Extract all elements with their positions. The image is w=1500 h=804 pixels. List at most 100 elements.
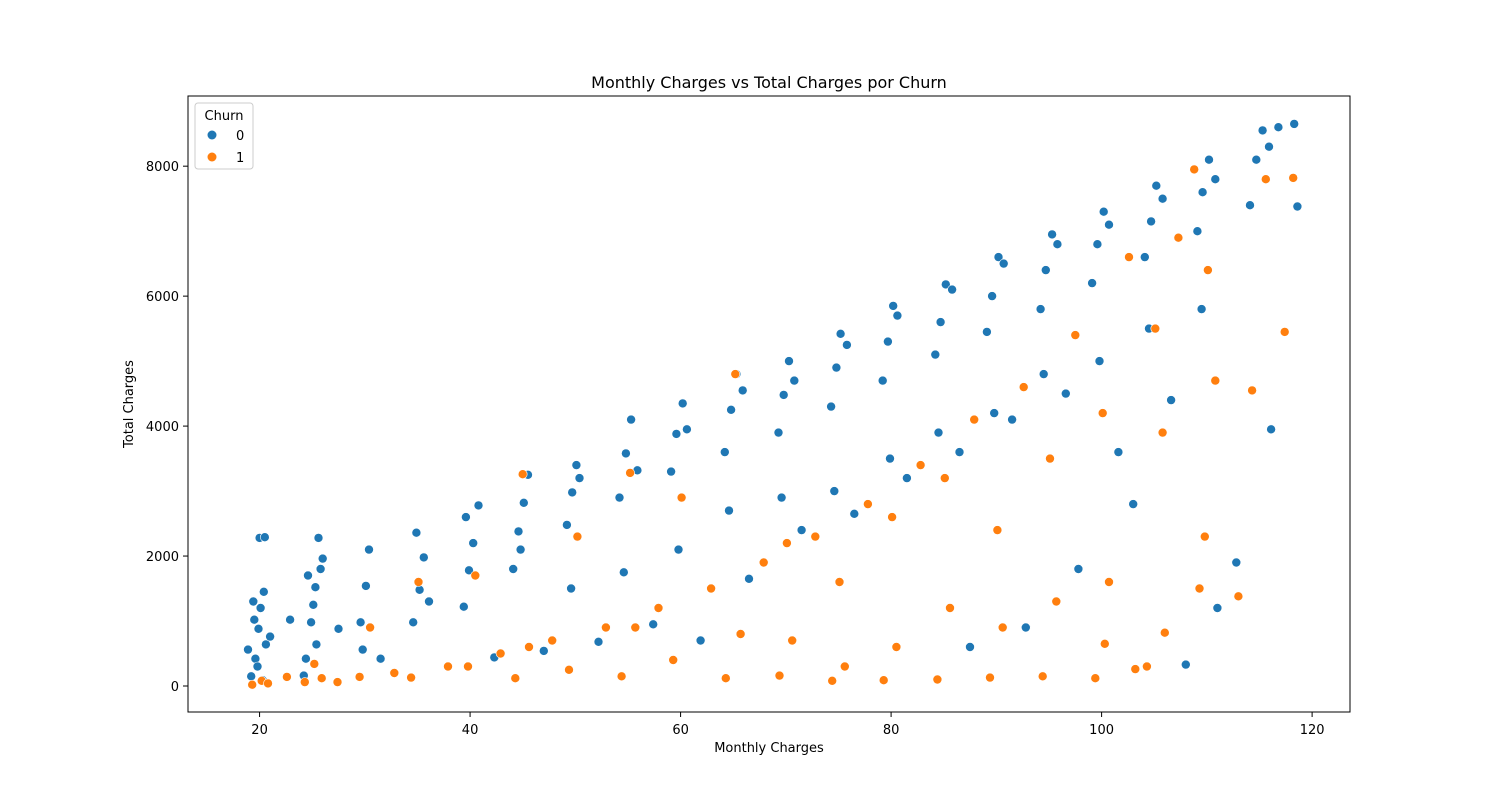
legend-marker-1 <box>207 152 217 162</box>
scatter-point-series-0-73 <box>877 375 888 386</box>
scatter-point-series-0-64 <box>778 390 789 400</box>
scatter-point-series-1-61 <box>1018 382 1029 392</box>
scatter-point-series-0-103 <box>1192 226 1203 236</box>
scatter-point-series-0-85 <box>993 252 1004 262</box>
scatter-point-series-0-133 <box>1061 388 1071 399</box>
scatter-point-series-0-109 <box>1251 154 1262 165</box>
scatter-point-series-0-14 <box>301 653 311 664</box>
scatter-point-series-0-95 <box>1098 206 1109 217</box>
legend: Churn 0 1 <box>194 102 254 170</box>
scatter-point-series-1-74 <box>332 677 343 687</box>
x-tick-label-5: 120 <box>1300 723 1325 738</box>
scatter-point-series-0-57 <box>673 544 684 555</box>
scatter-point-series-0-77 <box>885 453 895 464</box>
scatter-point-series-0-54 <box>671 429 682 439</box>
scatter-point-series-0-69 <box>831 362 842 373</box>
scatter-point-series-1-63 <box>915 460 926 470</box>
scatter-point-series-0-9 <box>248 596 259 607</box>
scatter-point-series-0-23 <box>311 639 322 650</box>
scatter-point-series-1-29 <box>834 577 845 587</box>
scatter-point-series-0-49 <box>621 448 631 459</box>
scatter-point-series-0-115 <box>1266 424 1276 435</box>
scatter-point-series-1-6 <box>354 672 365 682</box>
scatter-point-series-1-77 <box>1130 664 1141 674</box>
scatter-point-series-0-5 <box>249 614 260 625</box>
scatter-point-series-1-14 <box>524 642 534 652</box>
scatter-point-series-1-45 <box>1104 577 1114 587</box>
scatter-point-series-1-33 <box>891 642 902 652</box>
scatter-point-series-0-66 <box>789 375 800 386</box>
y-tick-label-0: 0 <box>171 680 179 695</box>
scatter-point-series-0-53 <box>666 466 676 477</box>
scatter-point-series-0-100 <box>1151 180 1162 191</box>
scatter-point-series-1-28 <box>827 675 838 686</box>
scatter-point-series-1-71 <box>495 648 506 659</box>
scatter-point-series-0-25 <box>361 581 371 591</box>
scatter-point-series-1-9 <box>413 577 424 587</box>
scatter-point-series-0-76 <box>892 310 903 321</box>
x-axis-ticks: 20 40 60 80 100 120 <box>251 712 1325 738</box>
scatter-point-series-0-79 <box>935 317 946 327</box>
x-tick-label-2: 60 <box>672 723 689 738</box>
scatter-point-series-0-63 <box>773 427 784 438</box>
scatter-point-series-0-61 <box>737 385 748 396</box>
scatter-point-series-1-66 <box>758 557 769 568</box>
scatter-point-series-1-5 <box>316 673 327 684</box>
scatter-point-series-0-21 <box>317 553 328 564</box>
x-tick-label-4: 100 <box>1089 723 1114 738</box>
scatter-point-series-0-71 <box>842 340 852 350</box>
scatter-point-series-1-62 <box>969 414 980 425</box>
scatter-point-series-0-139 <box>965 642 975 652</box>
scatter-point-series-0-94 <box>1092 239 1103 249</box>
scatter-point-series-0-84 <box>987 291 997 301</box>
scatter-point-series-1-50 <box>1203 265 1213 275</box>
scatter-point-series-0-34 <box>464 565 474 576</box>
scatter-point-series-1-55 <box>1279 327 1290 337</box>
scatter-point-series-0-89 <box>1041 265 1051 275</box>
scatter-point-series-0-134 <box>1113 447 1124 457</box>
scatter-point-series-0-107 <box>1196 304 1207 314</box>
scatter-point-series-0-44 <box>567 487 578 498</box>
scatter-point-series-1-69 <box>601 622 611 633</box>
y-axis-ticks: 0 2000 4000 6000 8000 <box>146 160 188 695</box>
scatter-point-series-0-36 <box>473 500 484 511</box>
scatter-point-series-0-96 <box>1104 219 1114 230</box>
scatter-point-series-1-48 <box>1157 427 1168 438</box>
scatter-point-series-1-32 <box>887 512 897 522</box>
scatter-point-series-0-68 <box>826 401 836 412</box>
scatter-point-series-1-26 <box>782 538 792 548</box>
scatter-point-series-0-7 <box>252 661 263 672</box>
legend-label-1: 1 <box>236 151 244 166</box>
scatter-point-series-0-111 <box>1264 141 1274 152</box>
scatter-point-series-1-72 <box>443 661 453 672</box>
scatter-point-series-1-20 <box>668 655 679 665</box>
scatter-point-series-0-108 <box>1245 200 1255 210</box>
scatter-point-series-0-30 <box>418 552 429 563</box>
y-tick-label-4: 8000 <box>146 160 179 175</box>
scatter-point-series-0-33 <box>458 601 469 612</box>
scatter-point-series-0-119 <box>695 635 706 646</box>
scatter-point-series-0-117 <box>1181 659 1191 670</box>
scatter-point-series-1-47 <box>1150 323 1161 334</box>
scatter-point-series-0-18 <box>303 570 313 581</box>
points-layer <box>243 119 1303 690</box>
scatter-point-series-0-19 <box>308 599 319 610</box>
scatter-point-series-0-62 <box>724 505 734 516</box>
scatter-point-series-0-128 <box>796 525 807 535</box>
scatter-point-series-0-80 <box>940 279 951 290</box>
scatter-point-series-0-2 <box>253 623 264 634</box>
scatter-point-series-0-50 <box>626 414 636 425</box>
scatter-point-series-1-76 <box>1100 638 1110 649</box>
scatter-point-series-0-74 <box>883 336 893 347</box>
scatter-point-series-0-124 <box>375 653 386 664</box>
scatter-point-series-0-131 <box>954 447 965 457</box>
x-axis-title: Monthly Charges <box>714 741 824 756</box>
scatter-point-series-1-34 <box>932 674 943 685</box>
scatter-point-series-0-52 <box>618 567 629 578</box>
scatter-point-series-0-16 <box>310 582 321 593</box>
scatter-point-series-0-137 <box>1073 564 1084 574</box>
scatter-point-series-0-135 <box>1166 395 1176 405</box>
scatter-point-series-0-92 <box>1038 369 1049 379</box>
scatter-point-series-0-32 <box>424 596 434 607</box>
